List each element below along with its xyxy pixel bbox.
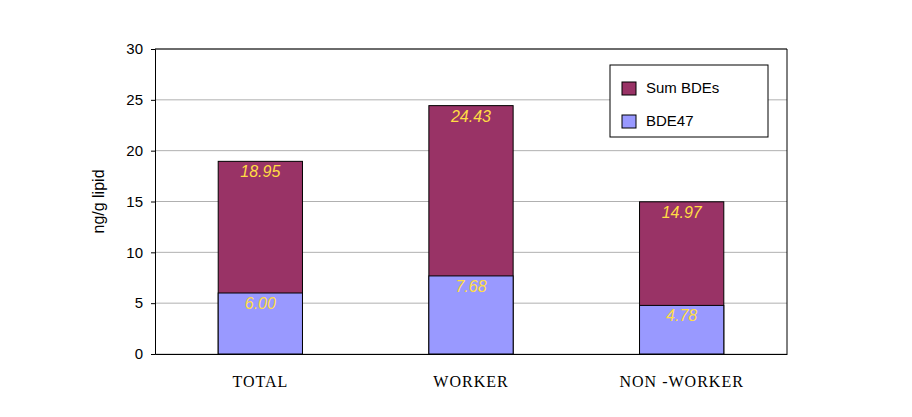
- legend: Sum BDEs BDE47: [610, 65, 768, 137]
- y-tick-mark: [151, 49, 155, 50]
- y-tick-label: 30: [126, 40, 143, 57]
- grid: [155, 49, 787, 354]
- data-label: 7.68: [455, 278, 486, 295]
- y-tick: 15: [126, 193, 155, 210]
- data-label: 6.00: [245, 295, 276, 312]
- data-label: 14.97: [662, 204, 703, 221]
- bar: [429, 276, 513, 354]
- legend-label: Sum BDEs: [646, 79, 719, 96]
- x-tick: TOTAL: [232, 354, 288, 390]
- bars: [218, 106, 724, 354]
- data-labels: 18.95 24.43 14.97 6.00 7.68 4.78: [240, 108, 702, 325]
- y-tick-label: 5: [135, 294, 143, 311]
- x-tick: NON -WORKER: [620, 354, 744, 390]
- x-axis: TOTAL WORKER NON -WORKER: [156, 354, 788, 390]
- legend-swatch: [622, 82, 636, 95]
- bar: [429, 106, 513, 354]
- bar: [640, 305, 724, 354]
- y-tick-mark: [151, 100, 155, 101]
- x-tick: WORKER: [433, 354, 508, 390]
- y-tick-mark: [151, 252, 155, 253]
- chart: 0 5 10 15 20 25 30 TOTAL WORKER NON -WORKER 18.95 2…: [0, 0, 912, 417]
- legend-swatch: [622, 115, 636, 128]
- y-axis: 0 5 10 15 20 25 30: [126, 40, 155, 362]
- plot-frame: [155, 49, 787, 354]
- y-axis-line: [151, 50, 156, 355]
- legend-label: BDE47: [646, 112, 694, 129]
- y-tick: 5: [135, 294, 155, 311]
- data-label: 24.43: [450, 108, 491, 125]
- y-tick-label: 15: [126, 193, 143, 210]
- bar: [218, 161, 302, 354]
- y-tick-mark: [151, 202, 155, 203]
- bar: [218, 293, 302, 354]
- y-tick-mark: [151, 354, 155, 355]
- y-tick: 25: [126, 91, 155, 108]
- y-tick-mark: [151, 303, 155, 304]
- y-tick: 0: [135, 345, 155, 362]
- y-tick: 30: [126, 40, 155, 57]
- x-tick-label: WORKER: [433, 373, 508, 390]
- legend-item: Sum BDEs: [622, 79, 719, 96]
- x-tick-label: NON -WORKER: [620, 373, 744, 390]
- y-tick-label: 20: [126, 142, 143, 159]
- bar: [640, 202, 724, 354]
- legend-item: BDE47: [622, 112, 694, 129]
- y-tick-mark: [151, 151, 155, 152]
- data-label: 18.95: [240, 163, 280, 180]
- y-tick: 10: [126, 244, 155, 261]
- y-tick-label: 10: [126, 244, 143, 261]
- y-tick: 20: [126, 142, 155, 159]
- data-label: 4.78: [666, 307, 697, 324]
- y-axis-title: ng/g lipid: [90, 169, 107, 233]
- legend-box: [610, 65, 768, 137]
- plot: 0 5 10 15 20 25 30 TOTAL WORKER NON -WORKER 18.95 2…: [126, 40, 787, 390]
- x-tick-label: TOTAL: [232, 373, 288, 390]
- x-axis-line: [156, 354, 788, 355]
- y-tick-label: 0: [135, 345, 143, 362]
- y-tick-label: 25: [126, 91, 143, 108]
